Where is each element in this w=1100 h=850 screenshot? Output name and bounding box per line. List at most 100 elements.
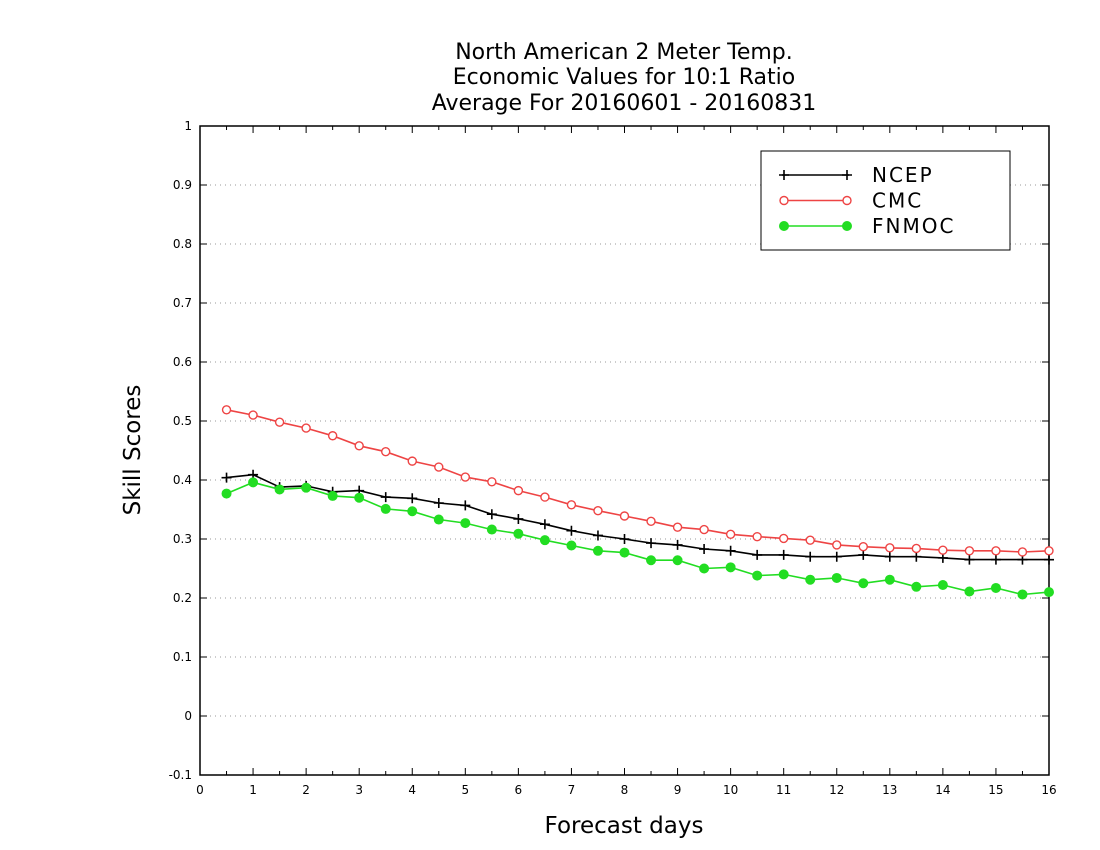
x-tick-label: 15 [988, 783, 1003, 797]
data-point [858, 541, 868, 552]
title-line-3: Average For 20160601 - 20160831 [432, 91, 817, 116]
data-point [911, 543, 922, 554]
data-point [539, 535, 550, 546]
y-tick-label: 0.8 [173, 237, 192, 251]
data-point [593, 505, 603, 516]
data-point [354, 492, 365, 503]
data-point [646, 538, 657, 549]
series-fnmoc [221, 477, 1054, 600]
data-point [752, 570, 763, 581]
x-tick-label: 13 [882, 783, 897, 797]
data-point [513, 485, 524, 496]
legend-box [760, 150, 1011, 251]
y-tick-label: 0.1 [173, 650, 192, 664]
y-tick-label: 0.4 [173, 473, 192, 487]
data-point [327, 431, 338, 441]
data-point [778, 549, 789, 560]
x-tick-label: 11 [776, 783, 791, 797]
plot-frame [199, 125, 1050, 776]
x-tick-label: 4 [408, 783, 416, 797]
data-point [566, 540, 577, 551]
x-tick-label: 14 [935, 783, 950, 797]
tick-labels: -0.100.10.20.30.40.50.60.70.80.910 1 2 3 4 5 6… [169, 119, 1057, 797]
data-point [842, 221, 852, 231]
data-point [752, 531, 762, 542]
legend-entry-ncep: NCEP [779, 163, 934, 187]
data-point [990, 554, 1001, 565]
data-point [911, 551, 922, 562]
x-tick-label: 0 [196, 783, 204, 797]
data-point [699, 524, 709, 535]
data-point [460, 500, 471, 511]
grid [200, 184, 1049, 717]
series-line [226, 409, 1050, 553]
data-point [938, 545, 948, 555]
x-tick-label: 2 [302, 783, 310, 797]
data-point [842, 170, 852, 180]
data-point [725, 529, 736, 539]
y-tick-label: 1 [184, 119, 192, 133]
y-tick-label: 0.5 [173, 414, 192, 428]
data-point [486, 524, 497, 535]
data-point [1017, 589, 1028, 600]
data-point [381, 446, 391, 457]
data-point [566, 525, 577, 536]
x-tick-label: 9 [674, 783, 682, 797]
data-point [805, 551, 816, 562]
data-point [725, 545, 736, 556]
legend-label: NCEP [872, 163, 934, 187]
data-point [911, 581, 922, 592]
x-tick-label: 8 [621, 783, 629, 797]
data-point [672, 522, 683, 532]
title-line-1: North American 2 Meter Temp. [455, 40, 793, 65]
x-tick-label: 16 [1041, 783, 1056, 797]
data-point [832, 540, 842, 550]
series-cmc [221, 405, 1054, 557]
data-point [699, 563, 710, 574]
legend-label: FNMOC [872, 214, 955, 238]
chart-title: North American 2 Meter Temp. Economic Va… [432, 40, 817, 116]
data-point [513, 528, 524, 539]
data-point [407, 506, 418, 517]
data-point [1044, 546, 1054, 556]
data-point [964, 586, 975, 597]
data-point [858, 578, 869, 589]
data-point [964, 554, 975, 565]
data-point [1044, 554, 1054, 565]
data-point [672, 555, 683, 566]
data-point [248, 410, 258, 420]
data-point [460, 518, 471, 529]
data-point [805, 574, 816, 585]
y-tick-label: 0.7 [173, 296, 192, 310]
data-point [540, 492, 550, 502]
data-point [327, 490, 338, 501]
data-point [354, 441, 364, 451]
data-point [858, 549, 869, 560]
data-point [964, 546, 975, 556]
data-point [407, 456, 417, 466]
data-point [991, 546, 1001, 556]
data-point [779, 195, 789, 206]
series-group [221, 405, 1054, 600]
data-point [778, 533, 789, 544]
data-point [937, 580, 948, 591]
data-point [301, 482, 312, 493]
data-point [646, 555, 657, 566]
data-point [779, 221, 789, 231]
data-point [884, 574, 895, 585]
data-point [884, 551, 895, 562]
data-point [513, 513, 524, 524]
axes [199, 125, 1050, 776]
data-point [646, 516, 656, 526]
x-tick-label: 12 [829, 783, 844, 797]
data-point [274, 484, 285, 495]
x-axis-label: Forecast days [545, 813, 704, 839]
series-line [226, 481, 1050, 596]
y-tick-label: 0.2 [173, 591, 192, 605]
data-point [221, 488, 232, 499]
data-point [831, 551, 842, 562]
data-point [487, 477, 497, 487]
data-point [619, 511, 630, 521]
